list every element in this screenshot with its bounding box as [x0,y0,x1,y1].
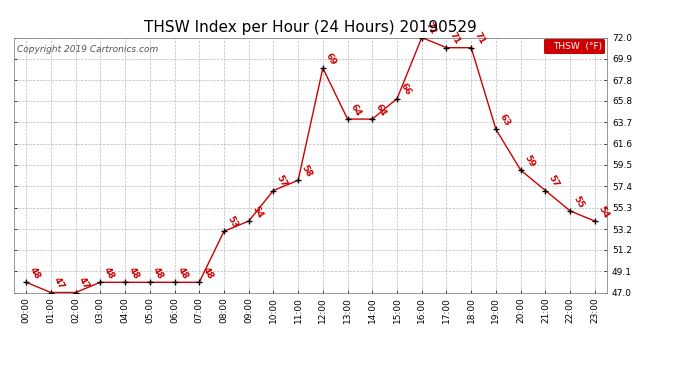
Text: 48: 48 [126,266,141,281]
Text: 54: 54 [596,204,611,220]
Text: 58: 58 [299,164,313,179]
Text: 71: 71 [473,31,486,46]
Text: 72: 72 [423,21,437,36]
Title: THSW Index per Hour (24 Hours) 20190529: THSW Index per Hour (24 Hours) 20190529 [144,20,477,35]
Text: 57: 57 [546,174,561,189]
Text: 48: 48 [176,266,190,281]
Text: 63: 63 [497,112,511,128]
Text: 48: 48 [28,266,41,281]
Legend: THSW  (°F): THSW (°F) [544,39,605,54]
Text: 48: 48 [101,266,116,281]
Text: 47: 47 [52,276,66,291]
Text: 57: 57 [275,174,289,189]
Text: 66: 66 [398,82,413,97]
Text: 64: 64 [374,102,388,118]
Text: 64: 64 [349,102,363,118]
Text: 55: 55 [571,194,586,210]
Text: 47: 47 [77,276,91,291]
Text: 69: 69 [324,51,338,67]
Text: 48: 48 [151,266,166,281]
Text: 53: 53 [226,214,239,230]
Text: 48: 48 [201,266,215,281]
Text: 54: 54 [250,204,264,220]
Text: Copyright 2019 Cartronics.com: Copyright 2019 Cartronics.com [17,45,158,54]
Text: 71: 71 [448,31,462,46]
Text: 59: 59 [522,153,536,169]
